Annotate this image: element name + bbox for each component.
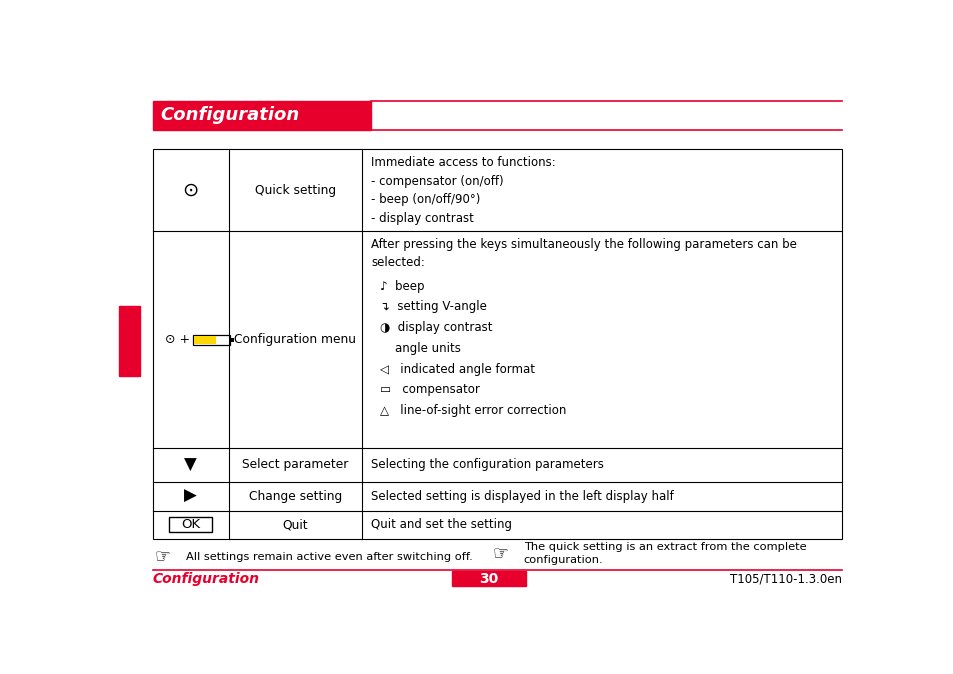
Text: ⊙: ⊙ [182, 181, 198, 200]
Bar [119, 305, 140, 375]
Text: ☞: ☞ [154, 548, 171, 565]
Text: Select parameter: Select parameter [242, 458, 348, 471]
Bar [230, 338, 234, 342]
Text: Immediate access to functions:
- compensator (on/off)
- beep (on/off/90°)
- disp: Immediate access to functions: - compens… [371, 156, 556, 224]
Text: ▼: ▼ [184, 456, 196, 474]
Text: After pressing the keys simultaneously the following parameters can be
selected:: After pressing the keys simultaneously t… [371, 238, 797, 269]
Text: ◑  display contrast: ◑ display contrast [380, 321, 492, 334]
Text: Configuration: Configuration [160, 106, 299, 125]
Text: ↴  setting V-angle: ↴ setting V-angle [380, 301, 487, 313]
Text: Selecting the configuration parameters: Selecting the configuration parameters [371, 458, 603, 471]
Text: ☞: ☞ [492, 545, 508, 563]
Text: ◁   indicated angle format: ◁ indicated angle format [380, 363, 535, 375]
Text: T105/T110-1.3.0en: T105/T110-1.3.0en [730, 573, 841, 586]
Text: The quick setting is an extract from the complete
configuration.: The quick setting is an extract from the… [523, 542, 805, 565]
Text: △   line-of-sight error correction: △ line-of-sight error correction [380, 404, 566, 417]
Bar [193, 336, 216, 344]
Text: Quick setting: Quick setting [254, 184, 335, 197]
Text: ♪  beep: ♪ beep [380, 280, 424, 293]
Text: Configuration menu: Configuration menu [234, 334, 355, 346]
Bar [152, 101, 370, 129]
Text: ⊙ +: ⊙ + [165, 334, 190, 346]
Text: 30: 30 [478, 572, 498, 586]
Text: All settings remain active even after switching off.: All settings remain active even after sw… [186, 552, 472, 562]
Text: Configuration: Configuration [152, 572, 259, 586]
Text: Change setting: Change setting [249, 489, 341, 503]
Text: OK: OK [181, 518, 200, 531]
Text: Selected setting is displayed in the left display half: Selected setting is displayed in the lef… [371, 489, 674, 503]
Bar [193, 335, 230, 344]
Text: angle units: angle units [380, 342, 460, 355]
Text: ▶: ▶ [184, 487, 196, 505]
Text: Quit and set the setting: Quit and set the setting [371, 518, 512, 531]
Bar [169, 517, 212, 532]
Bar [452, 571, 525, 586]
Bar [152, 150, 841, 539]
Text: Quit: Quit [282, 518, 308, 531]
Text: ▭   compensator: ▭ compensator [380, 384, 479, 396]
